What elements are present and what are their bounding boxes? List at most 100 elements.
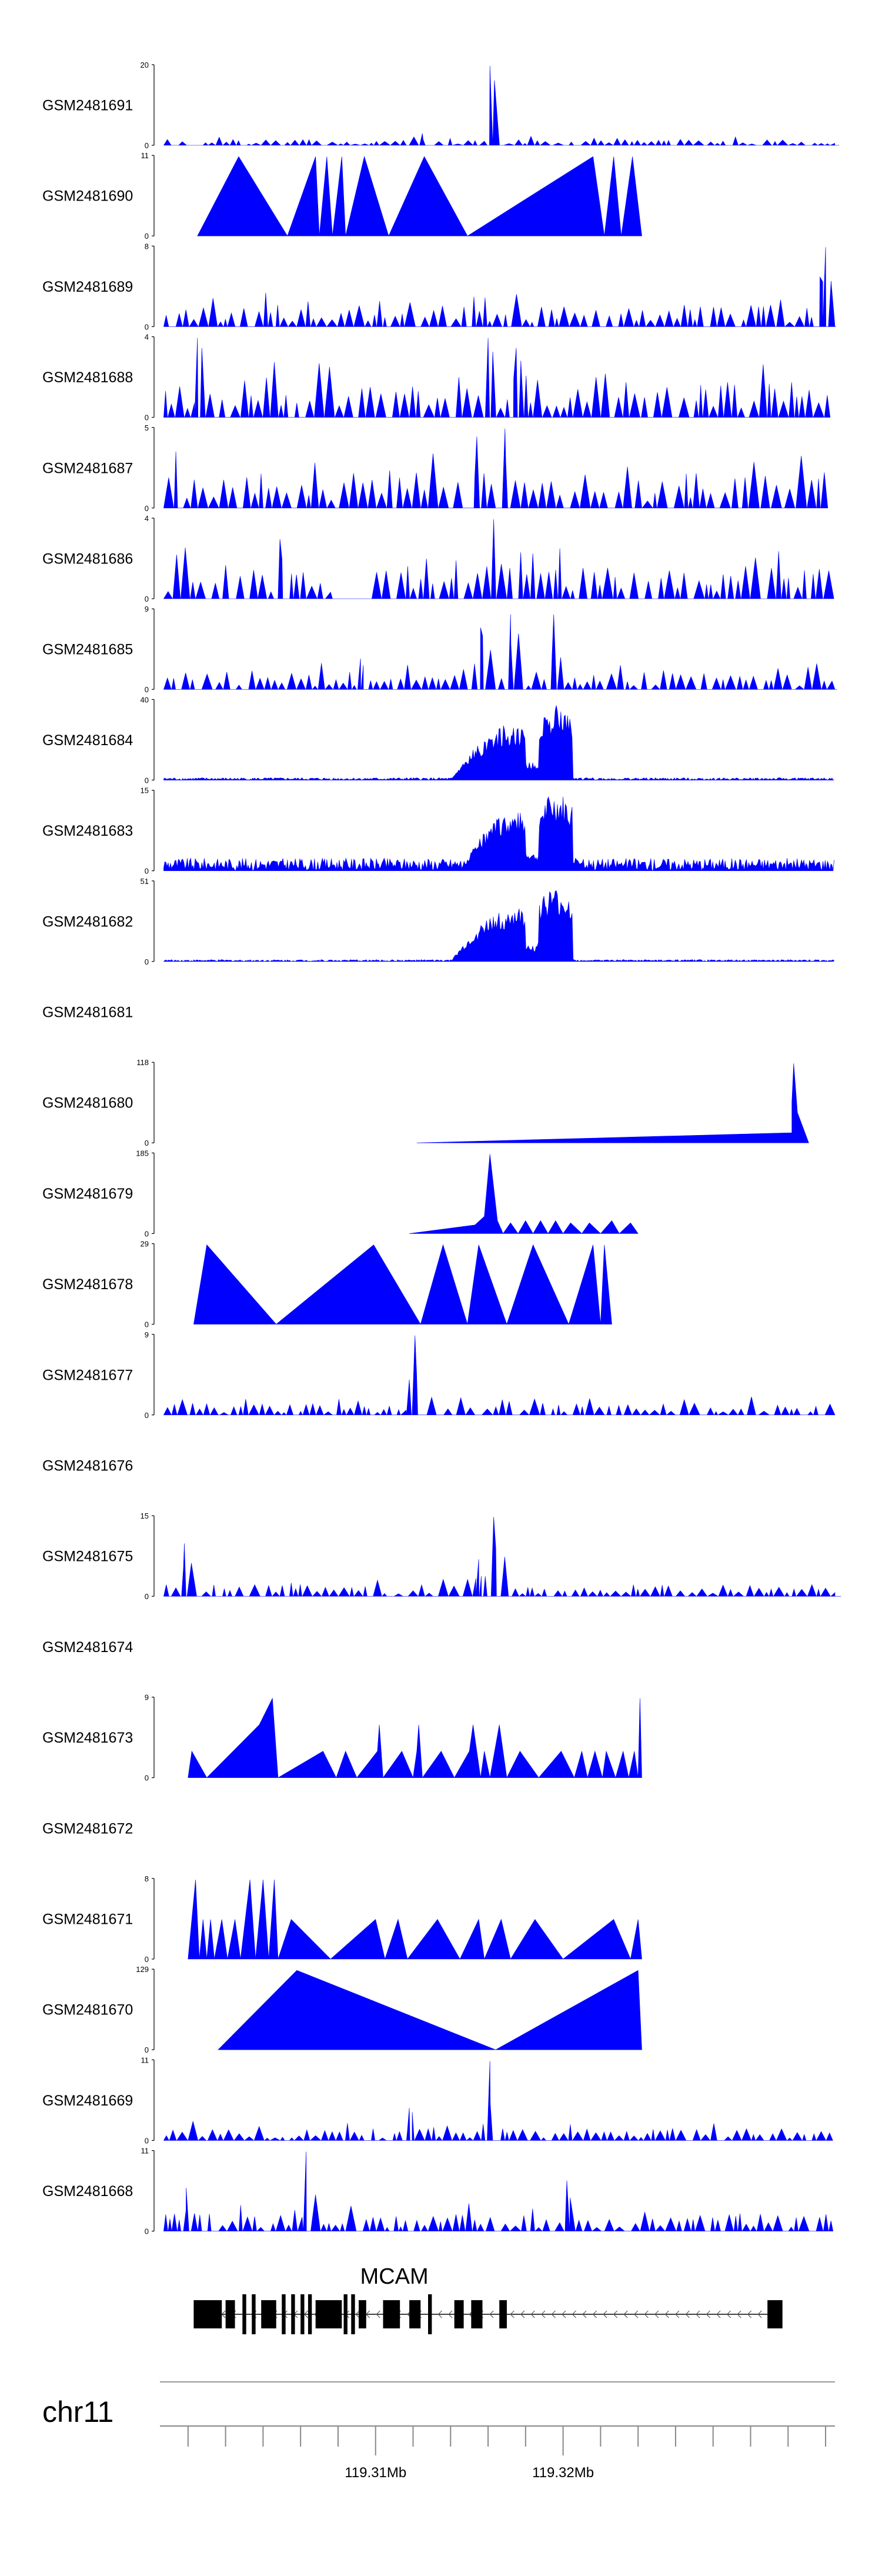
strand-arrow xyxy=(572,2310,576,2318)
track-GSM2481677: GSM2481677 9 0 xyxy=(42,1330,836,1420)
coverage-area xyxy=(188,1879,642,1960)
y-tick-label-min: 0 xyxy=(145,867,149,876)
track-label: GSM2481688 xyxy=(42,369,133,386)
y-tick-label-min: 0 xyxy=(145,1139,149,1147)
strand-arrow xyxy=(489,2310,494,2318)
track-GSM2481681: GSM2481681 xyxy=(42,1005,133,1021)
track-label: GSM2481687 xyxy=(42,460,133,476)
y-tick-label-min: 0 xyxy=(145,1592,149,1601)
strand-arrow xyxy=(376,2310,380,2318)
coverage-area xyxy=(163,519,834,599)
y-tick-label-min: 0 xyxy=(145,2227,149,2236)
gene-exon xyxy=(291,2294,295,2334)
strand-arrow xyxy=(706,2310,710,2318)
track-label: GSM2481675 xyxy=(42,1549,133,1565)
gene-exon xyxy=(300,2294,305,2334)
strand-arrow xyxy=(603,2310,607,2318)
track-GSM2481687: GSM2481687 5 0 xyxy=(42,423,828,513)
track-GSM2481675: GSM2481675 15 0 xyxy=(42,1511,841,1601)
y-tick-label-max: 4 xyxy=(145,333,149,342)
track-GSM2481678: GSM2481678 29 0 xyxy=(42,1240,612,1329)
track-label: GSM2481689 xyxy=(42,279,133,295)
strand-arrow xyxy=(654,2310,659,2318)
track-label: GSM2481676 xyxy=(42,1458,133,1474)
y-tick-label-min: 0 xyxy=(145,1229,149,1238)
track-GSM2481674: GSM2481674 xyxy=(42,1639,133,1656)
coverage-area xyxy=(197,156,642,237)
strand-arrow xyxy=(551,2310,556,2318)
track-GSM2481668: GSM2481668 11 0 xyxy=(42,2147,834,2236)
gene-exon xyxy=(252,2294,256,2334)
gene-model: MCAM xyxy=(193,2264,783,2334)
y-tick-label-max: 129 xyxy=(136,1965,149,1974)
track-GSM2481671: GSM2481671 8 0 xyxy=(42,1874,642,1964)
strand-arrow xyxy=(757,2310,762,2318)
gene-exon xyxy=(499,2300,507,2328)
coverage-area xyxy=(163,2061,833,2141)
y-tick-label-max: 9 xyxy=(145,605,149,613)
coverage-area xyxy=(163,65,840,146)
y-tick-label-min: 0 xyxy=(145,232,149,241)
gene-exon xyxy=(242,2294,246,2334)
gene-exon xyxy=(282,2294,286,2334)
coverage-area xyxy=(409,1154,639,1234)
coverage-area xyxy=(193,1244,612,1325)
y-tick-label-min: 0 xyxy=(145,504,149,513)
y-tick-label-max: 11 xyxy=(141,2147,149,2155)
coverage-area xyxy=(163,705,834,780)
strand-arrow xyxy=(562,2310,566,2318)
strand-arrow xyxy=(747,2310,752,2318)
y-tick-label-min: 0 xyxy=(145,595,149,603)
coverage-area xyxy=(163,428,828,509)
strand-arrow xyxy=(696,2310,700,2318)
y-tick-label-min: 0 xyxy=(145,776,149,785)
gene-exon xyxy=(454,2300,464,2328)
coverage-area xyxy=(416,1063,809,1143)
strand-arrow xyxy=(437,2310,442,2318)
gene-exon xyxy=(315,2300,342,2328)
coverage-area xyxy=(218,1970,642,2050)
y-tick-label-min: 0 xyxy=(145,1955,149,1964)
y-tick-label-max: 15 xyxy=(141,786,149,795)
track-label: GSM2481674 xyxy=(42,1639,133,1656)
gene-exon xyxy=(351,2294,355,2334)
coverage-area xyxy=(163,890,835,962)
strand-arrow xyxy=(716,2310,721,2318)
axis-tick-label: 119.31Mb xyxy=(345,2465,406,2481)
y-tick-label-max: 8 xyxy=(145,1874,149,1883)
strand-arrow xyxy=(644,2310,649,2318)
strand-arrow xyxy=(448,2310,453,2318)
gene-exon xyxy=(225,2300,235,2328)
strand-arrow xyxy=(592,2310,597,2318)
track-label: GSM2481677 xyxy=(42,1367,133,1383)
strand-arrow xyxy=(726,2310,731,2318)
strand-arrow xyxy=(530,2310,535,2318)
track-GSM2481684: GSM2481684 40 0 xyxy=(42,695,834,785)
gene-exon xyxy=(383,2300,400,2328)
coverage-area xyxy=(163,2151,834,2231)
track-GSM2481690: GSM2481690 11 0 xyxy=(42,151,642,241)
y-tick-label-max: 4 xyxy=(145,514,149,523)
y-tick-label-max: 29 xyxy=(141,1240,149,1249)
track-GSM2481673: GSM2481673 9 0 xyxy=(42,1693,642,1783)
y-tick-label-max: 51 xyxy=(141,877,149,886)
chromosome-label: chr11 xyxy=(42,2395,113,2428)
strand-arrow xyxy=(355,2310,360,2318)
strand-arrow xyxy=(510,2310,514,2318)
y-tick-label-min: 0 xyxy=(145,1411,149,1420)
genome-axis: chr11 119.31Mb 119.32Mb xyxy=(42,2381,835,2481)
coverage-area xyxy=(163,1335,836,1416)
track-label: GSM2481684 xyxy=(42,732,133,749)
coverage-area xyxy=(163,247,836,327)
y-tick-label-max: 118 xyxy=(136,1058,149,1067)
y-tick-label-max: 11 xyxy=(141,2056,149,2064)
y-tick-label-max: 185 xyxy=(136,1149,149,1157)
track-label: GSM2481683 xyxy=(42,823,133,839)
track-GSM2481686: GSM2481686 4 0 xyxy=(42,514,834,603)
y-tick-label-min: 0 xyxy=(145,141,149,150)
strand-arrow xyxy=(582,2310,587,2318)
track-label: GSM2481671 xyxy=(42,1911,133,1928)
y-tick-label-max: 11 xyxy=(141,151,149,160)
strand-arrow xyxy=(623,2310,628,2318)
